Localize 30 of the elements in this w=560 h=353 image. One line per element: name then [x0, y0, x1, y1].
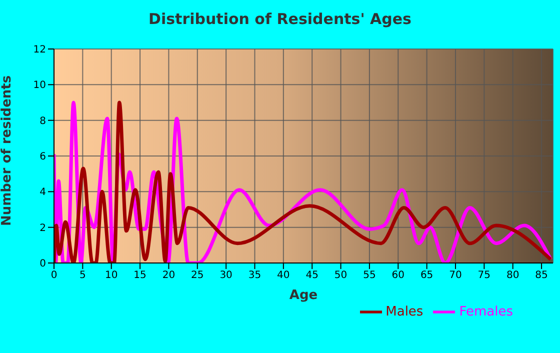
x-tick-label: 5 — [79, 270, 86, 282]
x-tick-label: 70 — [449, 270, 462, 282]
x-tick-label: 55 — [363, 270, 376, 282]
x-tick-label: 50 — [334, 270, 348, 282]
x-tick-label: 75 — [478, 270, 491, 282]
legend-label: Females — [459, 304, 513, 320]
x-tick-label: 60 — [392, 270, 405, 282]
legend-label: Males — [386, 304, 424, 320]
y-tick-label: 10 — [33, 80, 46, 92]
y-tick-label: 4 — [40, 187, 46, 198]
x-tick-label: 15 — [134, 270, 146, 282]
x-tick-label: 80 — [506, 270, 520, 282]
x-tick-label: 25 — [191, 270, 204, 282]
x-tick-label: 40 — [277, 270, 290, 282]
x-tick-label: 0 — [50, 270, 58, 282]
y-tick-label: 0 — [40, 258, 46, 270]
y-tick-label: 12 — [33, 44, 46, 56]
x-tick-label: 85 — [535, 270, 548, 282]
x-tick-label: 35 — [248, 270, 262, 282]
x-tick-label: 10 — [104, 270, 118, 282]
y-tick-label: 6 — [40, 152, 46, 163]
x-tick-label: 30 — [220, 270, 232, 282]
chart-title: Distribution of Residents' Ages — [148, 10, 412, 28]
y-tick-label: 2 — [40, 222, 46, 234]
x-tick-label: 65 — [420, 270, 434, 282]
x-axis-title: Age — [289, 288, 318, 303]
y-axis-title: Number of residents — [0, 75, 15, 226]
x-tick-label: 20 — [162, 270, 176, 282]
y-tick-label: 8 — [40, 116, 46, 127]
x-tick-label: 45 — [306, 270, 318, 282]
